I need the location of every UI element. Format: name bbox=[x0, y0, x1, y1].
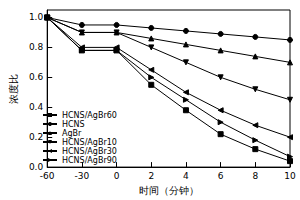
svg-text:-60: -60 bbox=[40, 171, 55, 181]
svg-text:HCNS/AgBr30: HCNS/AgBr30 bbox=[62, 147, 117, 156]
svg-text:6: 6 bbox=[218, 171, 224, 181]
svg-text:0: 0 bbox=[114, 171, 120, 181]
svg-text:HCNS/AgBr10: HCNS/AgBr10 bbox=[62, 138, 117, 147]
svg-text:0.8: 0.8 bbox=[29, 42, 44, 52]
svg-text:0.6: 0.6 bbox=[29, 72, 44, 82]
svg-text:10: 10 bbox=[284, 171, 296, 181]
svg-text:HCNS/AgBr90: HCNS/AgBr90 bbox=[62, 156, 117, 165]
svg-text:8: 8 bbox=[252, 171, 258, 181]
svg-text:-30: -30 bbox=[75, 171, 90, 181]
svg-text:HCNS: HCNS bbox=[62, 120, 85, 129]
svg-text:0.4: 0.4 bbox=[29, 102, 44, 112]
svg-text:0.0: 0.0 bbox=[28, 162, 44, 173]
svg-text:0.2: 0.2 bbox=[29, 132, 43, 142]
svg-text:1.0: 1.0 bbox=[29, 12, 44, 22]
svg-text:2: 2 bbox=[148, 171, 154, 181]
svg-text:浓度比: 浓度比 bbox=[8, 74, 19, 104]
svg-text:时间（分钟）: 时间（分钟） bbox=[139, 185, 199, 196]
svg-text:4: 4 bbox=[183, 171, 189, 181]
svg-text:AgBr: AgBr bbox=[62, 129, 82, 138]
svg-text:HCNS/AgBr60: HCNS/AgBr60 bbox=[62, 111, 117, 120]
